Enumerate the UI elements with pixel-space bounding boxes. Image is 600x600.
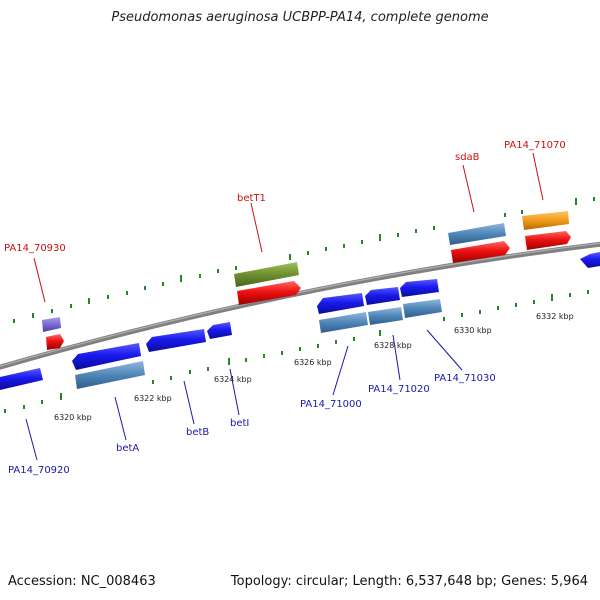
cds-PA14_71000[interactable] bbox=[317, 293, 364, 314]
label-betB[interactable]: betB bbox=[186, 427, 209, 438]
label-PA14_71070[interactable]: PA14_71070 bbox=[504, 140, 566, 151]
scale-tick-label: 6330 kbp bbox=[454, 326, 492, 335]
cds-PA14_71020[interactable] bbox=[365, 287, 400, 305]
genome-backbone-highlight bbox=[0, 242, 600, 367]
topology-text: Topology: circular; Length: 6,537,648 bp… bbox=[230, 574, 588, 589]
scale-tick-label: 6332 kbp bbox=[536, 312, 574, 321]
outer-tick-ring bbox=[13, 197, 595, 323]
label-PA14_70930[interactable]: PA14_70930 bbox=[4, 243, 66, 254]
scale-tick-label: 6328 kbp bbox=[374, 341, 412, 350]
forward-leader-lines bbox=[33, 152, 544, 303]
gene-betA-reverse[interactable] bbox=[75, 361, 145, 389]
gene-PA14_70930-forward[interactable] bbox=[46, 334, 64, 350]
reverse-leader-lines bbox=[25, 329, 463, 461]
gene-PA14_71020-reverse[interactable] bbox=[368, 307, 403, 325]
label-PA14_71030[interactable]: PA14_71030 bbox=[434, 373, 496, 384]
cds-edge-right[interactable] bbox=[580, 252, 600, 268]
feature-PA14_70930[interactable] bbox=[42, 317, 61, 332]
label-PA14_71020[interactable]: PA14_71020 bbox=[368, 384, 430, 395]
scale-tick-label: 6320 kbp bbox=[54, 413, 92, 422]
gene-PA14_71000-reverse[interactable] bbox=[319, 312, 368, 333]
label-PA14_70920[interactable]: PA14_70920 bbox=[8, 465, 70, 476]
cds-PA14_71030[interactable] bbox=[400, 279, 439, 297]
map-title: Pseudomonas aeruginosa UCBPP-PA14, compl… bbox=[111, 10, 489, 25]
forward-features bbox=[42, 211, 600, 350]
cds-PA14_70920[interactable] bbox=[0, 368, 43, 390]
cds-betA[interactable] bbox=[72, 343, 141, 370]
scale-tick-label: 6326 kbp bbox=[294, 358, 332, 367]
feature-sdaB-reverse[interactable] bbox=[448, 223, 506, 245]
accession-text: Accession: NC_008463 bbox=[8, 574, 156, 589]
reverse-features bbox=[0, 279, 442, 390]
gene-betT1-forward[interactable] bbox=[237, 281, 301, 305]
feature-betT1[interactable] bbox=[234, 262, 299, 287]
gene-PA14_71030-reverse[interactable] bbox=[403, 299, 442, 318]
label-sdaB[interactable]: sdaB bbox=[455, 152, 480, 163]
scale-tick-label: 6322 kbp bbox=[134, 394, 172, 403]
label-betI[interactable]: betI bbox=[230, 418, 249, 429]
gene-sdaB-forward[interactable] bbox=[451, 241, 510, 263]
feature-PA14_71070[interactable] bbox=[522, 211, 569, 230]
genome-backbone bbox=[0, 241, 600, 370]
cds-betI[interactable] bbox=[207, 322, 232, 339]
label-PA14_71000[interactable]: PA14_71000 bbox=[300, 399, 362, 410]
label-betA[interactable]: betA bbox=[116, 443, 139, 454]
scale-tick-label: 6324 kbp bbox=[214, 375, 252, 384]
gene-PA14_71070-forward[interactable] bbox=[525, 231, 571, 250]
label-betT1[interactable]: betT1 bbox=[237, 193, 266, 204]
cds-betB[interactable] bbox=[146, 329, 206, 352]
inner-tick-ring bbox=[4, 290, 589, 413]
